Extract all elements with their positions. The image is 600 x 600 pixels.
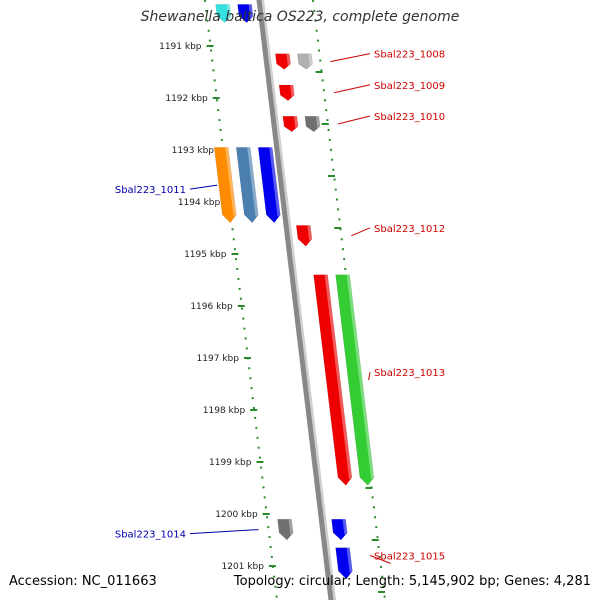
scale-tick-label: 1196 kbp: [190, 302, 233, 312]
scale-tick-label: 1195 kbp: [184, 250, 227, 260]
gene-feature-highlight: [315, 116, 321, 129]
gene-label: Sbal223_1010: [374, 112, 445, 123]
scale-tick-label: 1200 kbp: [215, 510, 258, 520]
scale-tick-label: 1194 kbp: [178, 198, 221, 208]
gene-feature-highlight: [346, 547, 353, 573]
map-left-boundary: [203, 0, 279, 600]
gene-feature-highlight: [293, 116, 299, 129]
genome-title: Shewanella baltica OS223, complete genom…: [140, 9, 460, 25]
scale-tick-label: 1199 kbp: [209, 458, 252, 468]
gene-feature-highlight: [286, 53, 291, 66]
scale-tick-label: 1197 kbp: [197, 354, 240, 364]
gene-feature-highlight: [307, 225, 312, 241]
gene-feature: [235, 147, 259, 224]
scale-tick-label: 1191 kbp: [159, 42, 202, 52]
scale-tick-label: 1192 kbp: [165, 94, 208, 104]
gene-label: Sbal223_1012: [374, 224, 445, 235]
gene-feature-highlight: [269, 147, 281, 217]
gene-label-leader: [334, 84, 371, 94]
gene-feature: [275, 53, 291, 70]
scale-tick-label: 1201 kbp: [222, 562, 265, 572]
gene-feature: [213, 147, 237, 224]
gene-feature: [297, 53, 313, 70]
gene-feature: [278, 84, 295, 101]
gene-feature: [257, 147, 281, 224]
gene-feature: [331, 518, 348, 541]
scale-tick-label: 1193 kbp: [172, 146, 215, 156]
gene-label: Sbal223_1015: [374, 551, 445, 562]
gene-label: Sbal223_1008: [374, 50, 445, 61]
gene-feature-highlight: [288, 519, 294, 535]
gene-feature: [237, 4, 254, 23]
gene-feature: [313, 274, 353, 486]
gene-label-leader: [368, 372, 371, 381]
gene-label: Sbal223_1011: [115, 185, 186, 196]
scale-tick-label: 1198 kbp: [203, 406, 246, 416]
accession-label: Accession: NC_011663: [9, 574, 157, 589]
gene-label-leader: [189, 529, 259, 535]
gene-feature-highlight: [346, 274, 374, 480]
gene-label-leader: [337, 115, 371, 125]
gene-feature: [296, 225, 313, 247]
gene-feature-highlight: [290, 85, 295, 98]
genome-summary-label: Topology: circular; Length: 5,145,902 bp…: [233, 574, 591, 589]
gene-feature: [277, 518, 294, 541]
gene-feature-highlight: [248, 4, 254, 19]
gene-feature-highlight: [226, 4, 232, 19]
map-right-boundary: [311, 0, 387, 600]
gene-feature-highlight: [225, 147, 237, 217]
gene-feature-highlight: [308, 53, 313, 66]
gene-label-leader: [189, 184, 218, 190]
gene-feature-highlight: [324, 274, 352, 480]
gene-label-leader: [369, 554, 391, 564]
gene-label: Sbal223_1014: [115, 530, 186, 541]
gene-feature: [335, 274, 375, 486]
genome-backbone: [256, 0, 334, 600]
gene-feature-highlight: [247, 147, 259, 217]
gene-feature: [335, 547, 353, 580]
gene-feature-highlight: [342, 519, 348, 535]
gene-feature: [215, 4, 232, 23]
gene-label: Sbal223_1009: [374, 81, 445, 92]
gene-label-leader: [351, 227, 371, 237]
gene-feature: [282, 115, 299, 133]
gene-feature: [304, 115, 321, 133]
gene-label: Sbal223_1013: [374, 368, 445, 379]
gene-label-leader: [330, 53, 371, 63]
